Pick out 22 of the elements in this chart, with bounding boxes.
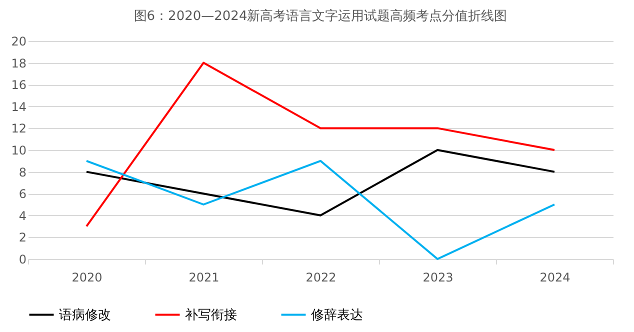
y-tick-label: 14 <box>11 100 26 114</box>
x-tick-label: 2020 <box>72 270 102 284</box>
x-tick-label: 2022 <box>306 270 336 284</box>
x-tick-label: 2024 <box>540 270 570 284</box>
y-tick-label: 2 <box>18 230 26 245</box>
legend-label: 补写衔接 <box>185 308 237 323</box>
y-tick-label: 18 <box>11 56 26 70</box>
x-tick-label: 2021 <box>188 270 220 284</box>
y-tick-label: 4 <box>18 208 26 223</box>
y-tick-label: 12 <box>11 122 26 136</box>
chart-title: 图6：2020—2024新高考语言文字运用试题高频考点分值折线图 <box>134 8 508 24</box>
legend-label: 语病修改 <box>59 308 111 323</box>
y-tick-label: 0 <box>18 252 26 266</box>
legend-label: 修辞表达 <box>311 308 363 323</box>
y-tick-label: 8 <box>18 165 26 180</box>
y-tick-label: 16 <box>11 78 26 92</box>
line-series <box>86 62 556 228</box>
y-tick-label: 10 <box>11 144 26 158</box>
y-tick-label: 6 <box>18 187 26 202</box>
line-series <box>86 149 556 216</box>
y-tick-label: 20 <box>11 34 26 48</box>
x-tick-label: 2023 <box>422 270 454 284</box>
